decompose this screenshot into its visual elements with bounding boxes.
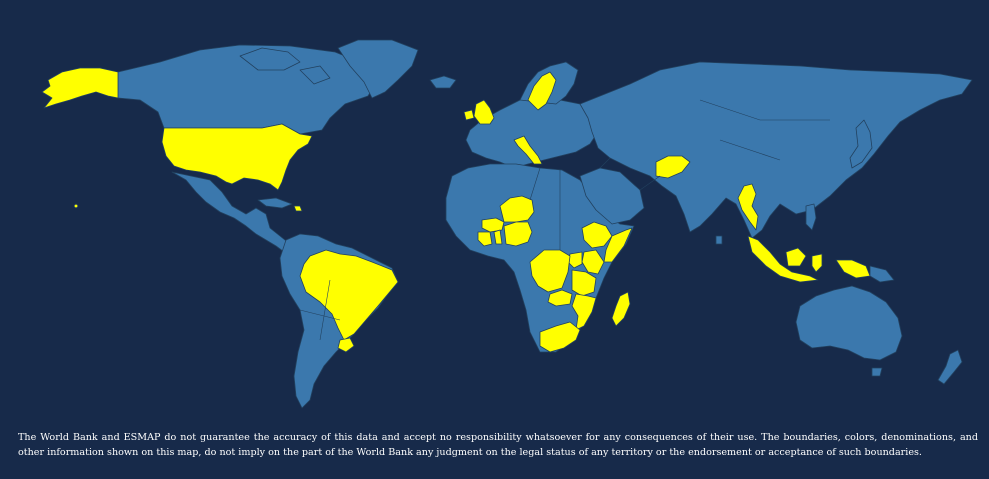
cote-divoire[interactable] [477, 231, 493, 247]
border-lines [299, 99, 830, 341]
sweden[interactable] [527, 71, 557, 111]
new-guinea-east[interactable] [869, 265, 895, 283]
australia[interactable] [795, 285, 903, 361]
burkina-faso[interactable] [481, 217, 505, 233]
indonesia-borneo[interactable] [785, 247, 807, 267]
united-states[interactable] [161, 123, 313, 191]
cuba[interactable] [257, 197, 293, 209]
indonesia-sumatra-java[interactable] [747, 235, 819, 283]
new-zealand[interactable] [937, 349, 963, 385]
madagascar[interactable] [611, 291, 631, 327]
myanmar[interactable] [737, 183, 759, 231]
togo-benin[interactable] [493, 229, 503, 245]
asia[interactable] [579, 61, 973, 239]
arabia[interactable] [579, 167, 645, 225]
world-map[interactable] [0, 0, 989, 420]
arctic-islands[interactable] [239, 47, 331, 85]
united-kingdom[interactable] [473, 99, 495, 125]
niger[interactable] [499, 195, 535, 223]
sri-lanka[interactable] [715, 235, 723, 245]
haiti[interactable] [293, 205, 303, 212]
greenland[interactable] [337, 39, 419, 99]
iceland[interactable] [429, 75, 457, 89]
philippines[interactable] [805, 203, 817, 231]
hawaii[interactable] [73, 203, 79, 209]
afghanistan[interactable] [655, 155, 691, 179]
ireland[interactable] [463, 109, 475, 121]
indonesia-sulawesi-papua[interactable] [811, 253, 871, 279]
nigeria[interactable] [503, 221, 533, 247]
tasmania[interactable] [871, 367, 883, 377]
south-africa[interactable] [539, 321, 581, 353]
brazil[interactable] [299, 249, 399, 341]
ethiopia[interactable] [581, 221, 613, 249]
dr-congo[interactable] [529, 249, 571, 293]
japan[interactable] [849, 119, 873, 169]
malawi-mozambique[interactable] [571, 293, 597, 331]
disclaimer-text: The World Bank and ESMAP do not guarante… [18, 432, 978, 458]
uruguay[interactable] [337, 337, 355, 353]
alaska[interactable] [41, 67, 119, 109]
somalia[interactable] [603, 227, 633, 263]
tanzania[interactable] [571, 269, 597, 297]
zambia[interactable] [547, 289, 573, 307]
